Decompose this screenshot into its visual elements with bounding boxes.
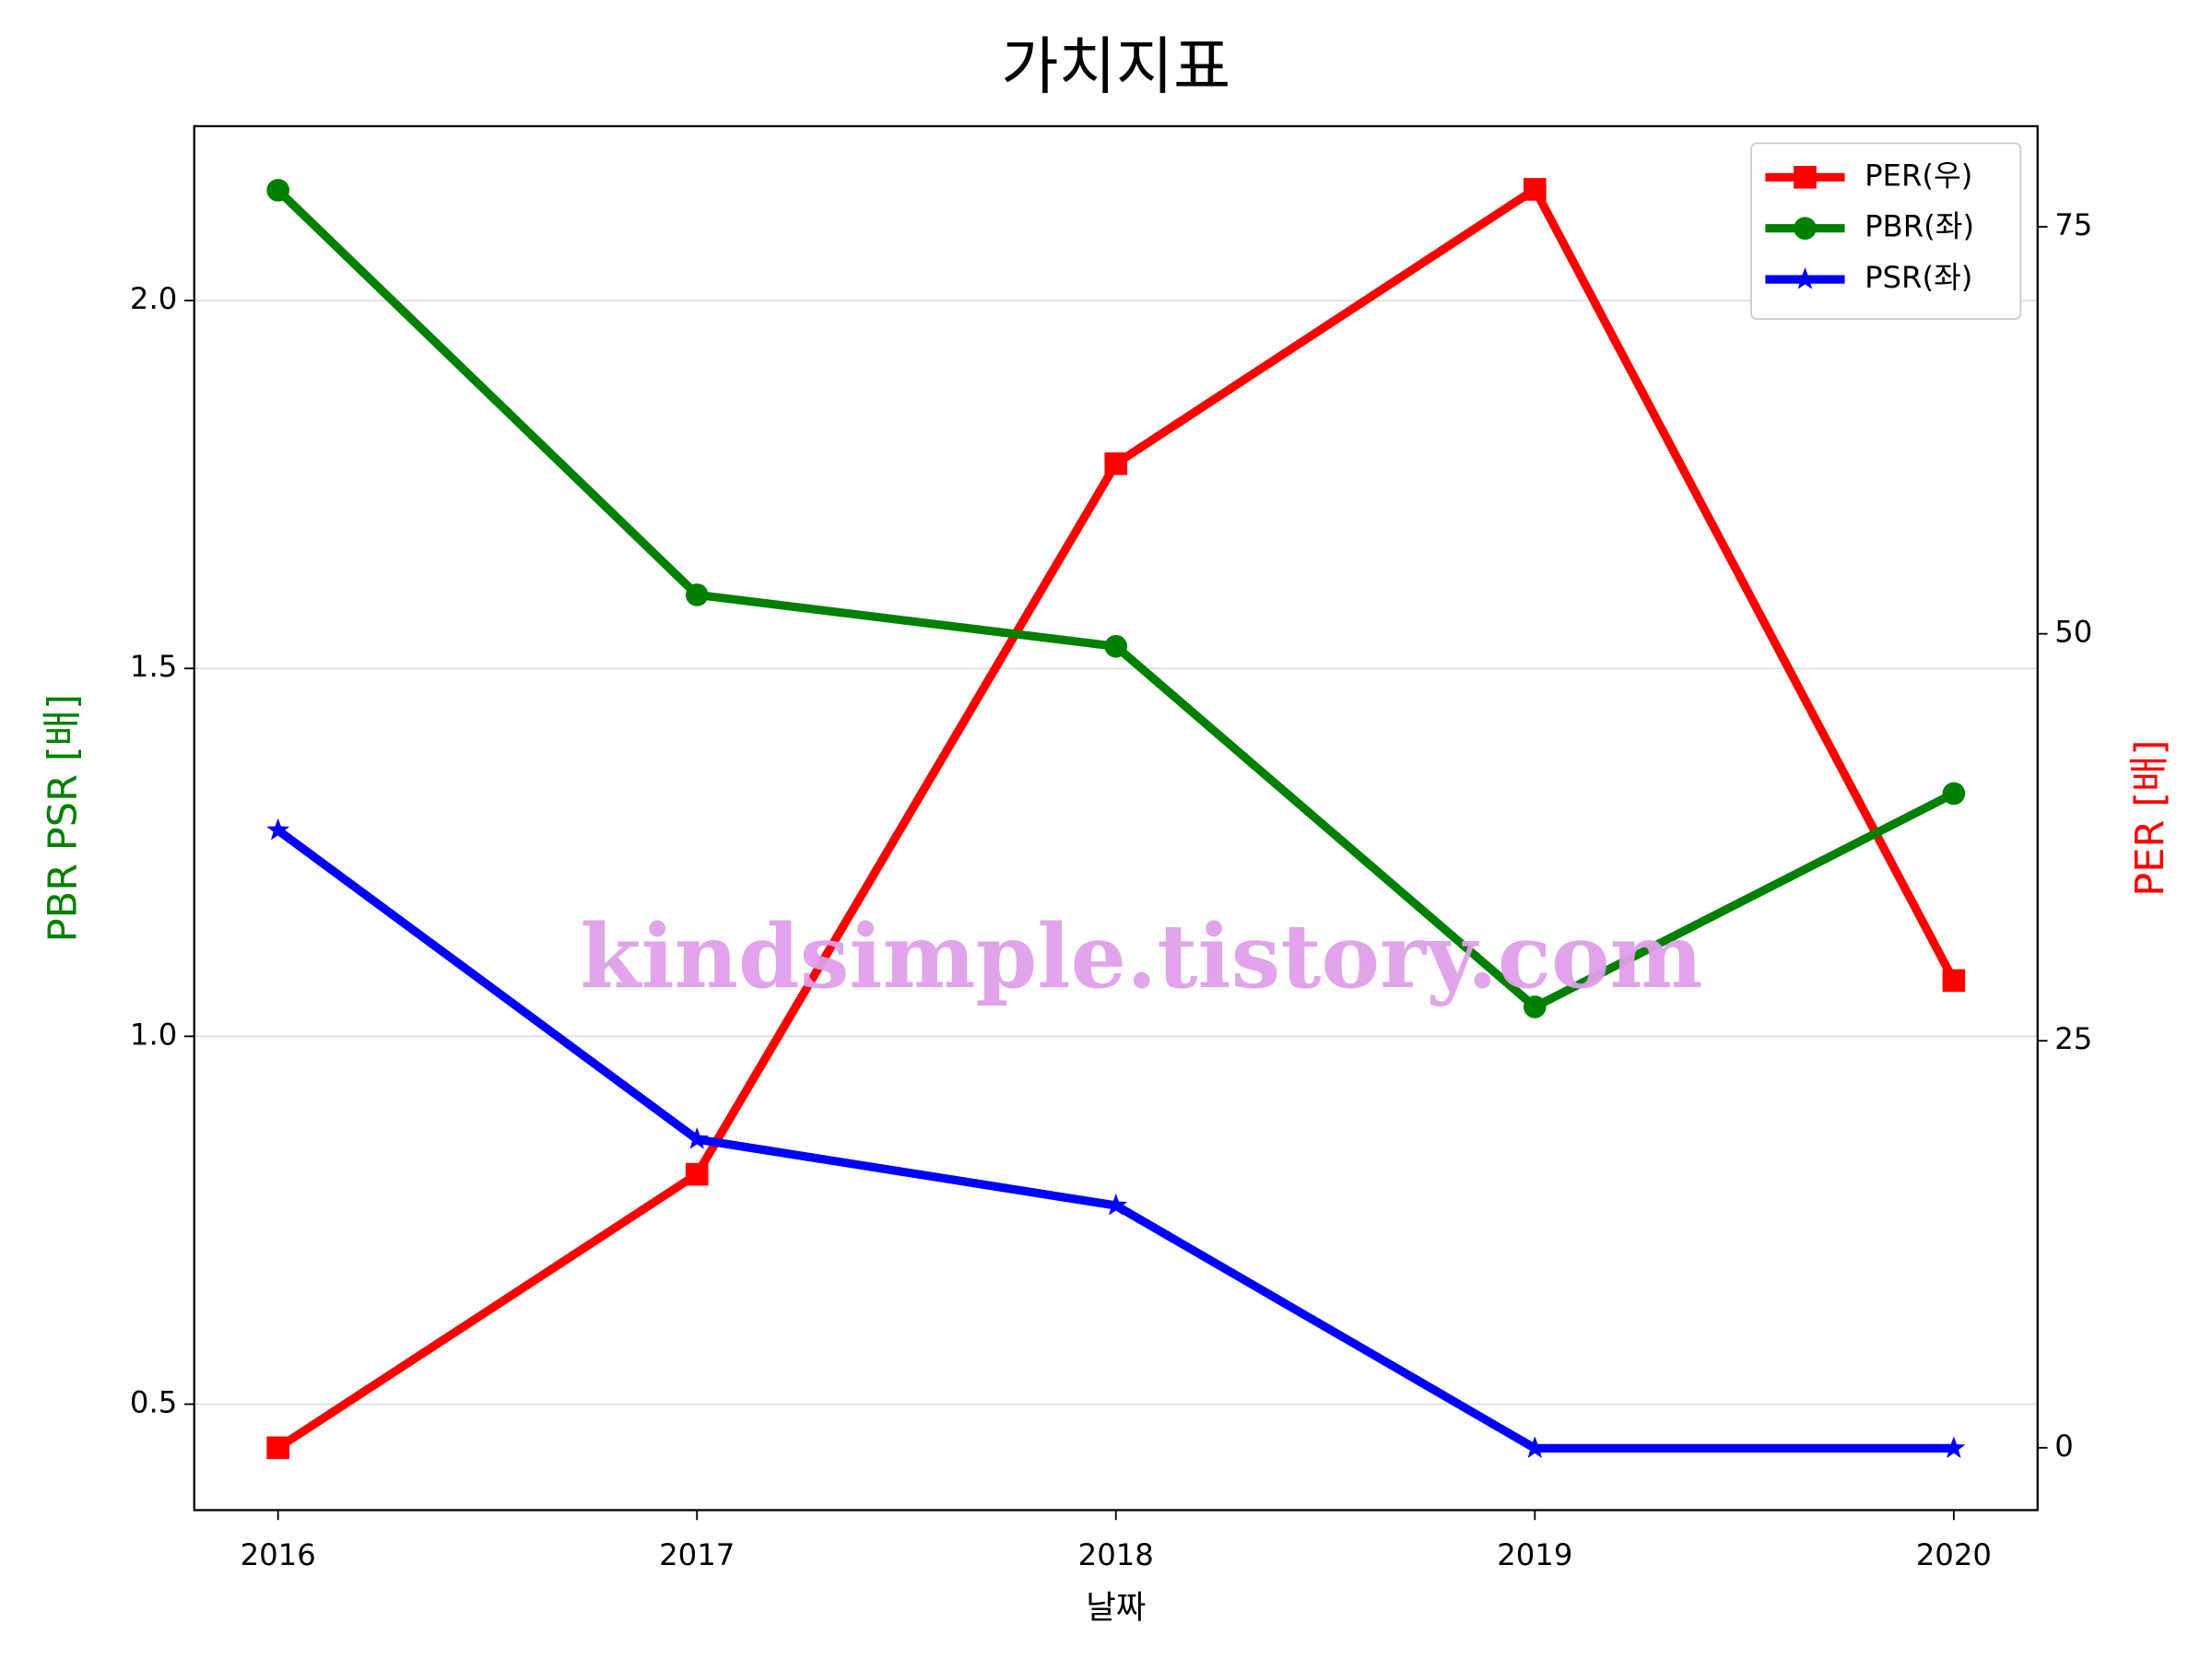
x-tick-label: 2016	[241, 1537, 316, 1572]
legend-marker	[1794, 166, 1817, 189]
y-tick-label: 1.5	[130, 649, 177, 684]
marker	[1942, 782, 1966, 806]
chart-title: 가치지표	[1001, 29, 1230, 102]
legend-marker	[1794, 267, 1817, 289]
marker	[266, 818, 290, 841]
legend-marker	[1794, 217, 1817, 240]
marker	[266, 179, 289, 202]
watermark: kindsimple.tistory.com	[580, 905, 1702, 1008]
x-tick-label: 2017	[659, 1537, 735, 1572]
legend-label: PSR(좌)	[1865, 260, 1972, 295]
y2-tick-label: 50	[2054, 615, 2092, 650]
x-axis-label: 날짜	[1086, 1589, 1146, 1627]
marker	[1524, 995, 1547, 1018]
legend-label: PBR(좌)	[1865, 209, 1974, 244]
y-axis-label: PBR PSR [배]	[40, 694, 86, 942]
marker	[1104, 1193, 1128, 1216]
legend-label: PER(우)	[1865, 158, 1972, 193]
marker	[685, 1127, 709, 1149]
marker	[685, 1162, 709, 1186]
x-tick-label: 2018	[1078, 1537, 1154, 1572]
marker	[1942, 969, 1966, 993]
y2-tick-label: 25	[2054, 1021, 2092, 1056]
marker	[1524, 178, 1547, 201]
y2-tick-label: 0	[2054, 1429, 2074, 1464]
y-tick-label: 1.0	[130, 1017, 177, 1052]
y2-axis-label: PER [배]	[2127, 740, 2173, 897]
x-tick-label: 2019	[1497, 1537, 1572, 1572]
x-tick-label: 2020	[1916, 1537, 1992, 1572]
marker	[1942, 1436, 1966, 1458]
plot-frame	[193, 124, 2039, 1512]
y2-tick-label: 75	[2054, 207, 2092, 242]
y-tick-label: 0.5	[130, 1385, 177, 1420]
legend: PER(우) PBR(좌) PSR(좌)	[1750, 142, 2022, 321]
y-tick-label: 2.0	[130, 281, 177, 316]
marker	[1104, 634, 1128, 658]
marker	[266, 1436, 289, 1460]
marker	[685, 583, 709, 606]
marker	[1523, 1436, 1547, 1458]
marker	[1104, 452, 1128, 476]
